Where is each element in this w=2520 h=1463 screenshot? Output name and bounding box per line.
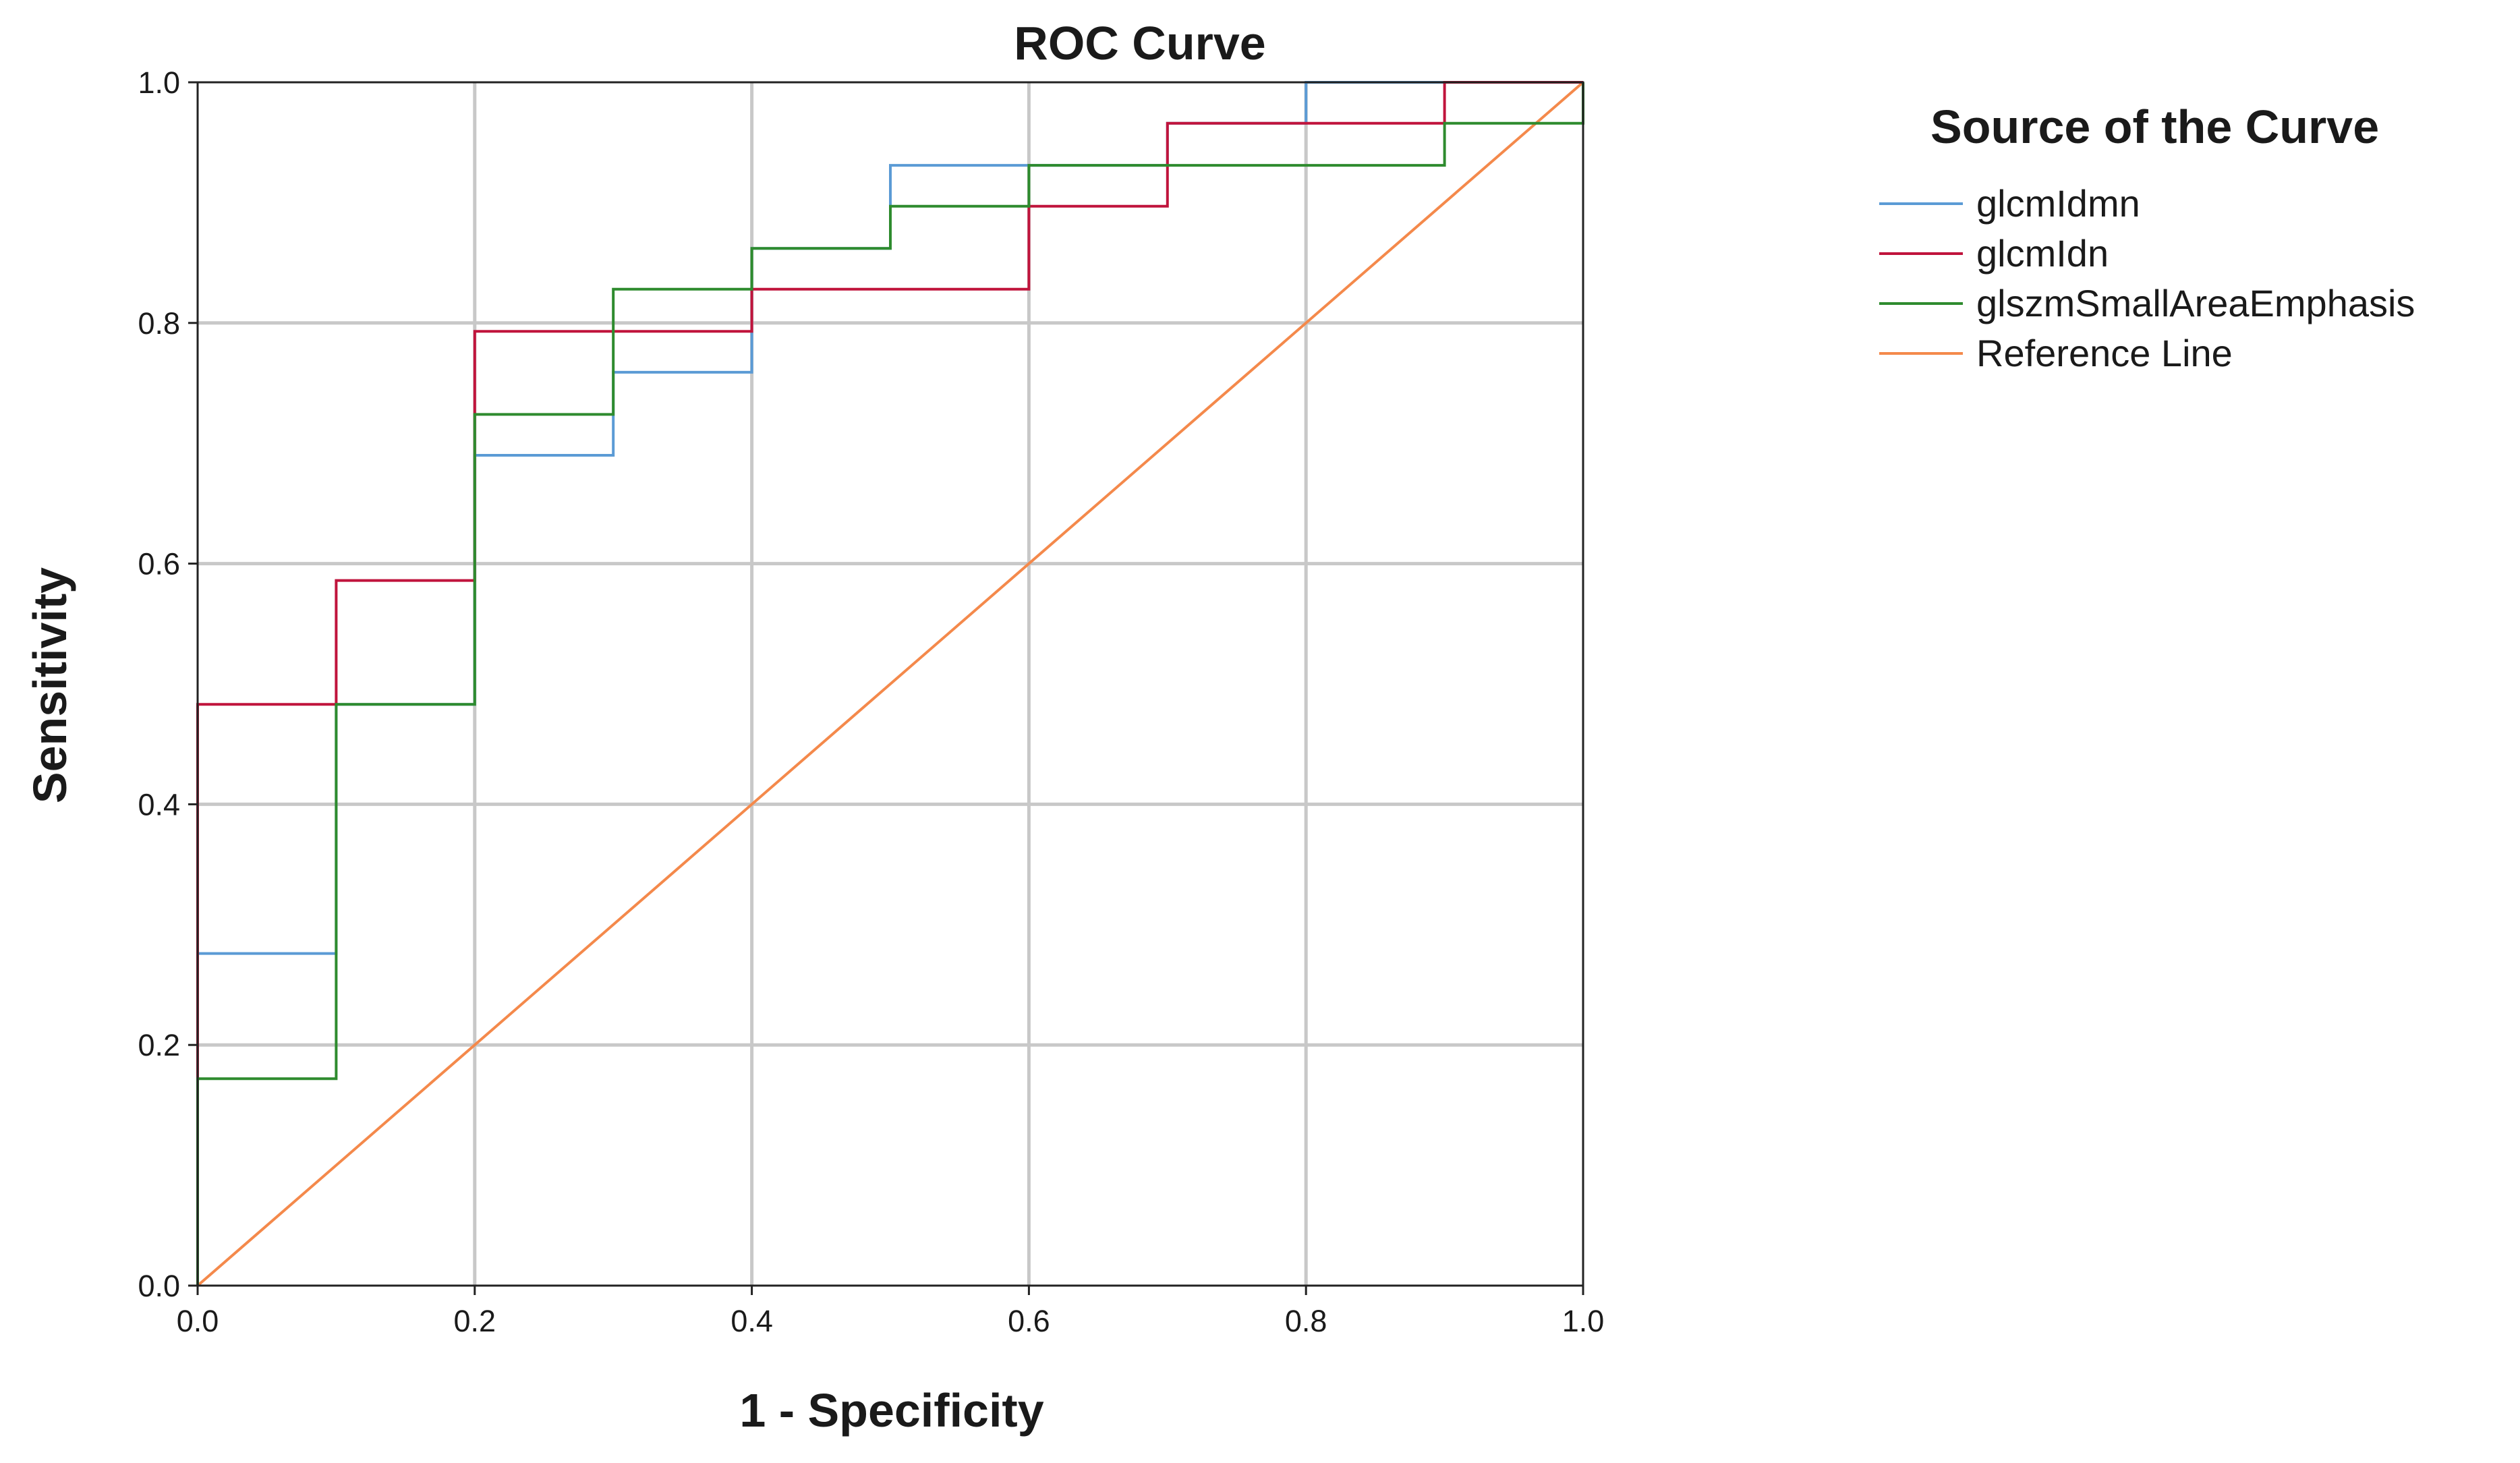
legend-label-glcm-idn: glcmIdn bbox=[1976, 232, 2109, 275]
x-axis-title: 1 - Specificity bbox=[739, 1384, 1043, 1437]
chart-title: ROC Curve bbox=[1014, 17, 1265, 69]
x-tick-label: 0.6 bbox=[1008, 1304, 1050, 1338]
plot-frame bbox=[196, 81, 1584, 1287]
x-tick-label: 0.2 bbox=[454, 1304, 496, 1338]
y-tick-label: 1.0 bbox=[138, 65, 180, 100]
legend-label-reference-line: Reference Line bbox=[1976, 332, 2233, 374]
legend-label-glszm-small-area-emphasis: glszmSmallAreaEmphasis bbox=[1976, 282, 2415, 324]
y-axis-title: Sensitivity bbox=[24, 567, 76, 803]
y-tick-label: 0.6 bbox=[138, 547, 180, 581]
legend: Source of the Curve glcmIdmn glcmIdn glszm… bbox=[1879, 101, 2415, 374]
y-tick-label: 0.4 bbox=[138, 787, 180, 822]
legend-title: Source of the Curve bbox=[1930, 101, 2379, 153]
y-tick-label: 0.0 bbox=[138, 1269, 180, 1303]
tick-layer: 0.0 0.2 0.4 0.6 0.8 1.0 0.0 0.2 0.4 0.6 0.8 1.0 bbox=[138, 65, 1604, 1338]
x-tick-label: 0.8 bbox=[1285, 1304, 1327, 1338]
x-tick-label: 0.0 bbox=[177, 1304, 219, 1338]
series-line-reference-line bbox=[196, 81, 1584, 1287]
series-line-glszm-small-area-emphasis bbox=[196, 82, 1584, 1286]
x-tick-label: 0.4 bbox=[731, 1304, 773, 1338]
x-tick-label: 1.0 bbox=[1562, 1304, 1605, 1338]
y-tick-label: 0.8 bbox=[138, 306, 180, 341]
y-tick-label: 0.2 bbox=[138, 1028, 180, 1062]
legend-label-glcm-idmn: glcmIdmn bbox=[1976, 182, 2140, 225]
legend-items: glcmIdmn glcmIdn glszmSmallAreaEmphasis Ref… bbox=[1879, 182, 2415, 374]
series-layer bbox=[196, 81, 1584, 1287]
